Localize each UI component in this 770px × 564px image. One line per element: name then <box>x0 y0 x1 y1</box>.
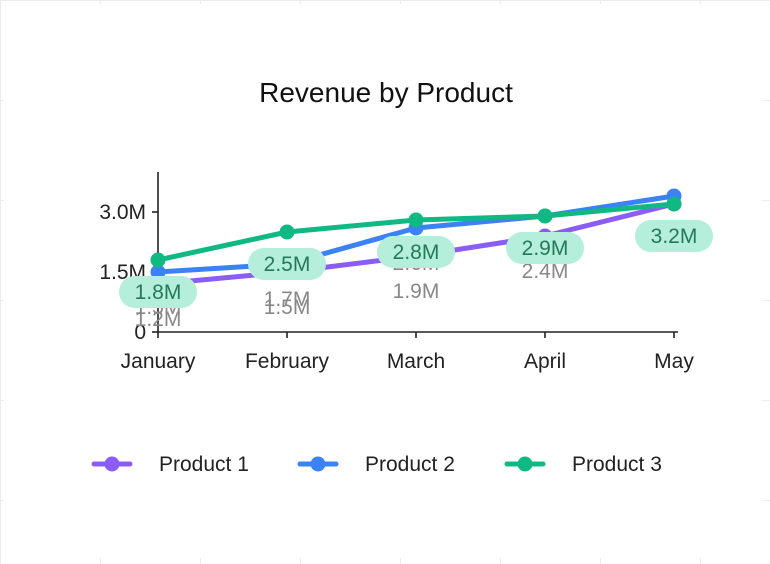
series-layer <box>150 188 682 292</box>
legend-item-product-1: Product 1 <box>91 453 249 476</box>
product-3-point-may <box>666 196 682 212</box>
pill-background <box>119 276 197 308</box>
chart-title: Revenue by Product <box>259 77 513 108</box>
product-3-point-march <box>408 212 424 228</box>
pill-background <box>377 236 455 268</box>
pill-label: 2.8M <box>393 241 440 264</box>
pill-background <box>506 232 584 264</box>
product-1-value-label-april: 2.4M <box>522 260 569 283</box>
pill-label: 1.8M <box>135 281 182 304</box>
legend-swatch-dot <box>517 456 533 472</box>
pill-label: 3.2M <box>651 225 698 248</box>
legend-label: Product 3 <box>572 453 662 476</box>
x-tick-label-january: January <box>121 350 196 373</box>
product-2-point-january <box>150 264 166 280</box>
product-3-value-pill-april: 2.9M <box>506 232 584 264</box>
legend-label: Product 2 <box>365 453 455 476</box>
product-3-point-february <box>279 224 295 240</box>
pill-label: 2.5M <box>264 253 311 276</box>
product-3-point-january <box>150 252 166 268</box>
pill-background <box>635 220 713 252</box>
product-3-point-april <box>537 208 553 224</box>
legend-label: Product 1 <box>159 453 249 476</box>
product-3-value-pill-january: 1.8M <box>119 276 197 308</box>
x-tick-label-march: March <box>387 350 445 373</box>
legend: Product 1 Product 2 Product 3 <box>91 453 662 476</box>
chart-card: Revenue by Product 0 1.5M 3.0M January Febr… <box>4 4 762 558</box>
y-tick-label: 0 <box>134 321 146 344</box>
product-3-value-pill-february: 2.5M <box>248 248 326 280</box>
legend-swatch-dot <box>310 456 326 472</box>
product-1-value-label-february: 1.5M <box>264 296 311 319</box>
y-tick-label: 3.0M <box>99 201 146 224</box>
legend-item-product-2: Product 2 <box>297 453 455 476</box>
legend-swatch-dot <box>104 456 120 472</box>
product-3-value-pill-may: 3.2M <box>635 220 713 252</box>
product-1-value-label-january: 1.2M <box>135 308 182 331</box>
x-tick-label-april: April <box>524 350 566 373</box>
pill-background <box>248 248 326 280</box>
x-tick-label-february: February <box>245 350 330 373</box>
legend-item-product-3: Product 3 <box>504 453 662 476</box>
product-2-value-label-february: 1.7M <box>264 288 311 311</box>
x-ticks: January February March April May <box>121 332 694 373</box>
value-pills: 1.8M 2.5M 2.8M 2.9M 3.2M <box>119 220 713 308</box>
product-3-value-pill-march: 2.8M <box>377 236 455 268</box>
x-tick-label-may: May <box>654 350 694 373</box>
line-chart: Revenue by Product 0 1.5M 3.0M January Febr… <box>91 77 713 476</box>
pill-label: 2.9M <box>522 237 569 260</box>
product-1-value-label-march: 1.9M <box>393 280 440 303</box>
